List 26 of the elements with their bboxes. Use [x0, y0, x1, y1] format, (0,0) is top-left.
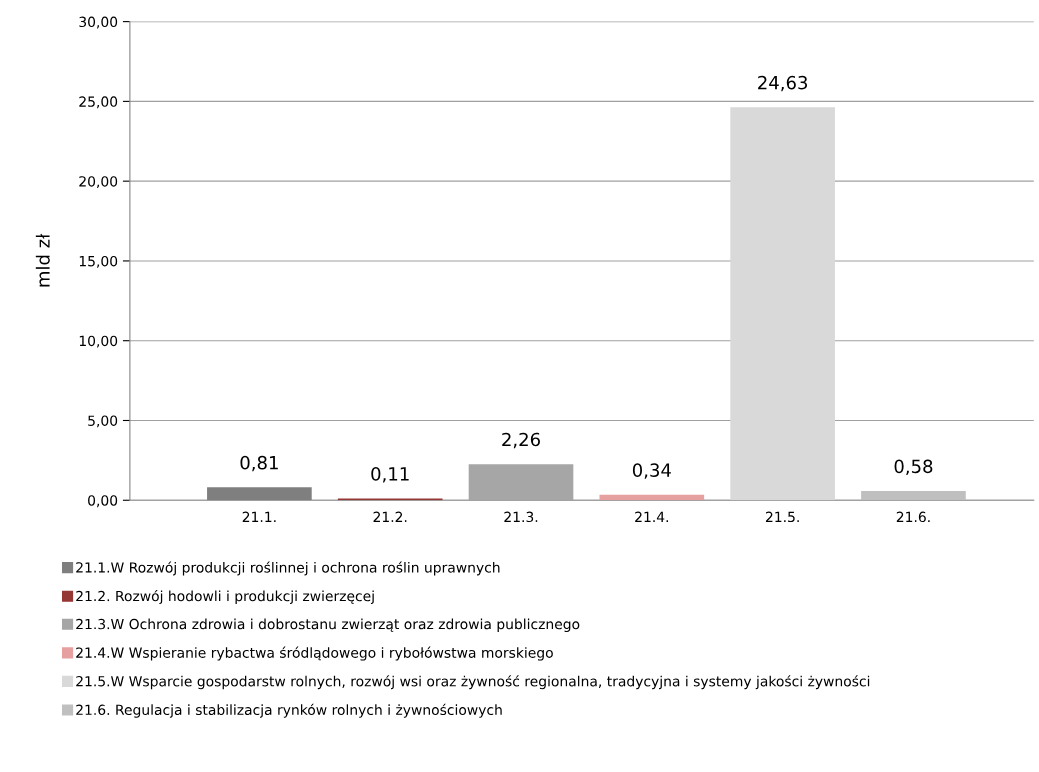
x-tick-label: 21.4. — [635, 511, 668, 522]
legend-label: 21.3.W Ochrona zdrowia i dobrostanu zwierząt oraz zdrowia publicznego — [76, 618, 580, 632]
legend-label: 21.1.W Rozwój produkcji roślinnej i ochrona roślin uprawnych — [76, 561, 500, 576]
x-tick-label: 21.3. — [504, 511, 538, 523]
x-tick-label: 21.6. — [896, 511, 930, 523]
y-axis-title: mld zł — [35, 233, 50, 287]
data-label: 24,63 — [758, 75, 808, 92]
legend-label: 21.2. Rozwój hodowli i produkcji zwierzęcej — [76, 589, 374, 604]
data-label: 0,34 — [632, 463, 671, 479]
data-label: 2,26 — [502, 432, 540, 449]
legend-label: 21.6. Regulacja i stabilizacja rynków rolnych i żywnościowych — [76, 703, 502, 718]
data-label: 0,58 — [894, 459, 933, 475]
data-label: 0,81 — [240, 455, 278, 472]
legend-label: 21.4.W Wspieranie rybactwa śródlądowego i rybołówstwa morskiego — [76, 646, 553, 661]
data-label: 0,11 — [371, 466, 409, 483]
y-tick-label: 25,00 — [79, 96, 118, 109]
x-tick-label: 21.2. — [373, 511, 407, 522]
x-tick-label: 21.5. — [765, 511, 799, 523]
legend-label: 21.5.W Wsparcie gospodarstw rolnych, rozwój wsi oraz żywność regionalna, tradycyjna i systemy jakości żywności — [76, 675, 870, 690]
y-tick-label: 0,00 — [88, 495, 118, 508]
x-tick-label: 21.1. — [242, 511, 276, 522]
y-tick-label: 20,00 — [79, 176, 118, 189]
y-tick-label: 15,00 — [79, 255, 118, 268]
y-tick-label: 5,00 — [88, 415, 118, 428]
y-tick-label: 30,00 — [79, 16, 118, 29]
y-tick-label: 10,00 — [79, 335, 118, 348]
